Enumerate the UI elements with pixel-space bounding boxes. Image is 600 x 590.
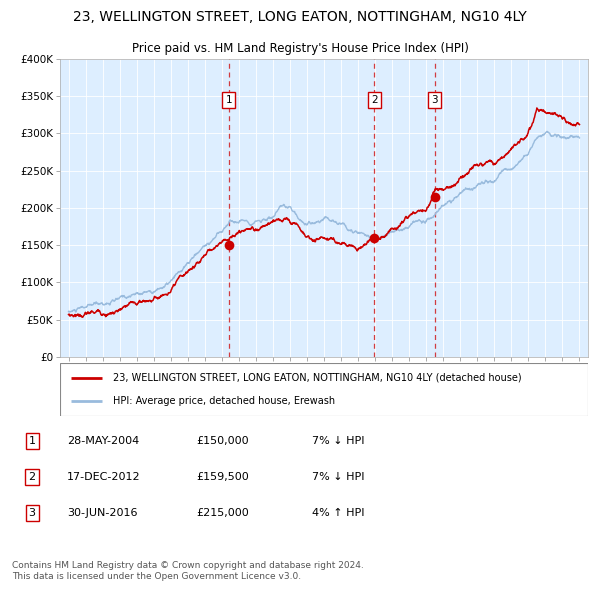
Text: £150,000: £150,000 [196, 435, 249, 445]
FancyBboxPatch shape [60, 363, 588, 416]
Text: 17-DEC-2012: 17-DEC-2012 [67, 472, 140, 482]
Text: 1: 1 [29, 435, 35, 445]
Text: 23, WELLINGTON STREET, LONG EATON, NOTTINGHAM, NG10 4LY (detached house): 23, WELLINGTON STREET, LONG EATON, NOTTI… [113, 373, 521, 383]
Text: HPI: Average price, detached house, Erewash: HPI: Average price, detached house, Erew… [113, 396, 335, 406]
Text: 7% ↓ HPI: 7% ↓ HPI [311, 472, 364, 482]
Text: £159,500: £159,500 [196, 472, 249, 482]
Text: Contains HM Land Registry data © Crown copyright and database right 2024.: Contains HM Land Registry data © Crown c… [12, 560, 364, 569]
Text: £215,000: £215,000 [196, 508, 249, 518]
Text: 3: 3 [29, 508, 35, 518]
Text: 4% ↑ HPI: 4% ↑ HPI [311, 508, 364, 518]
Text: 23, WELLINGTON STREET, LONG EATON, NOTTINGHAM, NG10 4LY: 23, WELLINGTON STREET, LONG EATON, NOTTI… [73, 9, 527, 24]
Text: 28-MAY-2004: 28-MAY-2004 [67, 435, 139, 445]
Text: 30-JUN-2016: 30-JUN-2016 [67, 508, 137, 518]
Text: 2: 2 [29, 472, 36, 482]
Text: 3: 3 [431, 95, 438, 105]
Text: This data is licensed under the Open Government Licence v3.0.: This data is licensed under the Open Gov… [12, 572, 301, 581]
Text: 1: 1 [226, 95, 232, 105]
Text: 2: 2 [371, 95, 378, 105]
Text: Price paid vs. HM Land Registry's House Price Index (HPI): Price paid vs. HM Land Registry's House … [131, 42, 469, 55]
Text: 7% ↓ HPI: 7% ↓ HPI [311, 435, 364, 445]
